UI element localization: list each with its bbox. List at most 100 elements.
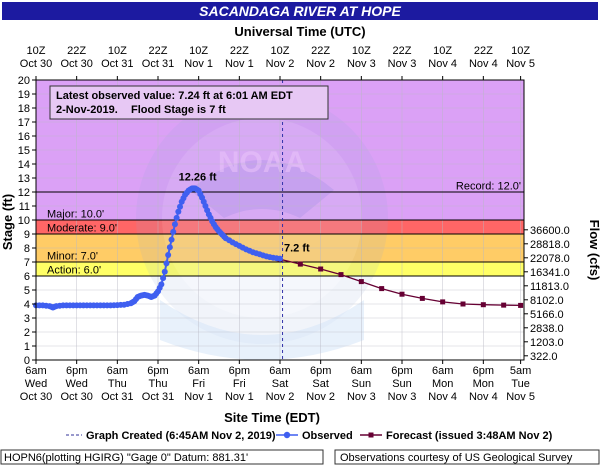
legend: Graph Created (6:45AM Nov 2, 2019) Obser… bbox=[66, 430, 553, 442]
utc-tick-label: 10Z bbox=[27, 45, 46, 57]
forecast-point bbox=[480, 302, 486, 308]
flow-tick-label: 16341.0 bbox=[530, 267, 570, 279]
forecast-point bbox=[419, 295, 425, 301]
time-tick-label: Nov 1 bbox=[184, 391, 213, 403]
time-tick-label: 6am bbox=[25, 365, 46, 377]
threshold-label-major: Major: 10.0' bbox=[47, 209, 104, 221]
time-tick-label: Sat bbox=[312, 378, 329, 390]
observed-point bbox=[175, 208, 182, 215]
stage-tick-label: 4 bbox=[24, 299, 30, 311]
observations-credit: Observations courtesy of US Geological S… bbox=[340, 452, 573, 464]
forecast-point bbox=[338, 272, 344, 278]
time-tick-label: Nov 3 bbox=[347, 391, 376, 403]
flood-stage-note: Flood Stage is 7 ft bbox=[131, 104, 226, 116]
stage-tick-label: 16 bbox=[18, 131, 30, 143]
stage-tick-label: 18 bbox=[18, 103, 30, 115]
observed-point bbox=[177, 203, 184, 210]
stage-tick-label: 11 bbox=[19, 201, 30, 213]
time-tick-label: Sun bbox=[392, 378, 412, 390]
utc-tick-label: 22Z bbox=[67, 45, 86, 57]
flow-tick-label: 1203.0 bbox=[530, 337, 564, 349]
utc-tick-date: Nov 4 bbox=[428, 58, 457, 70]
utc-tick-date: Nov 2 bbox=[266, 58, 295, 70]
utc-tick-date: Nov 2 bbox=[306, 58, 335, 70]
time-tick-label: Nov 2 bbox=[266, 391, 295, 403]
forecast-point bbox=[297, 261, 303, 267]
top-axis-title: Universal Time (UTC) bbox=[234, 24, 365, 39]
latest-value-label: 7.2 ft bbox=[284, 243, 310, 255]
utc-tick-date: Oct 31 bbox=[101, 58, 133, 70]
utc-tick-label: 10Z bbox=[511, 45, 530, 57]
observed-point bbox=[170, 228, 177, 235]
time-tick-label: 6pm bbox=[473, 365, 494, 377]
time-tick-label: Oct 30 bbox=[60, 391, 92, 403]
stage-tick-label: 6 bbox=[24, 271, 30, 283]
threshold-label-record: Record: 12.0' bbox=[456, 181, 521, 193]
observed-point bbox=[168, 236, 175, 243]
utc-tick-label: 22Z bbox=[149, 45, 168, 57]
observed-point bbox=[161, 268, 168, 275]
time-tick-label: Nov 4 bbox=[469, 391, 498, 403]
footer: HOPN6(plotting HGIRG) "Gage 0" Datum: 88… bbox=[0, 449, 600, 465]
flow-axis: 322.0 1203.0 2838.0 5166.0 8102.0 11813.0 1634… bbox=[524, 225, 570, 363]
observed-point bbox=[277, 255, 283, 262]
stage-tick-label: 3 bbox=[24, 313, 30, 325]
forecast-point bbox=[358, 279, 364, 285]
flow-tick-label: 2838.0 bbox=[530, 323, 564, 335]
stage-tick-label: 14 bbox=[18, 159, 30, 171]
stage-tick-label: 1 bbox=[24, 341, 30, 353]
utc-tick-date: Nov 5 bbox=[506, 58, 535, 70]
time-tick-label: 6pm bbox=[66, 365, 87, 377]
utc-tick-label: 10Z bbox=[108, 45, 127, 57]
time-tick-label: Thu bbox=[149, 378, 168, 390]
stage-tick-label: 8 bbox=[24, 243, 30, 255]
forecast-point bbox=[501, 302, 507, 308]
threshold-label-action: Action: 6.0' bbox=[47, 265, 101, 277]
time-tick-label: Oct 30 bbox=[20, 391, 52, 403]
legend-forecast-marker bbox=[368, 432, 374, 438]
time-tick-label: 6pm bbox=[147, 365, 168, 377]
flow-axis-title: Flow (cfs) bbox=[587, 220, 600, 281]
time-tick-label: Nov 1 bbox=[225, 391, 254, 403]
time-tick-label: Mon bbox=[432, 378, 453, 390]
peak-value-label: 12.26 ft bbox=[179, 171, 217, 183]
utc-tick-date: Oct 30 bbox=[20, 58, 52, 70]
flow-tick-label: 8102.0 bbox=[530, 295, 564, 307]
forecast-point bbox=[518, 302, 524, 308]
time-tick-label: Nov 3 bbox=[388, 391, 417, 403]
observed-point bbox=[166, 244, 173, 251]
svg-text:NOAA: NOAA bbox=[218, 146, 306, 179]
flow-tick-label: 28818.0 bbox=[530, 239, 570, 251]
latest-value-box: Latest observed value: 7.24 ft at 6:01 A… bbox=[49, 85, 329, 120]
time-tick-label: Sun bbox=[352, 378, 372, 390]
utc-tick-date: Nov 3 bbox=[347, 58, 376, 70]
time-tick-label: 5am bbox=[510, 365, 531, 377]
time-tick-label: 6pm bbox=[229, 365, 250, 377]
flow-tick-label: 11813.0 bbox=[530, 281, 569, 293]
utc-tick-label: 22Z bbox=[230, 45, 249, 57]
stage-tick-label: 0 bbox=[24, 355, 30, 367]
flow-tick-label: 22078.0 bbox=[530, 253, 570, 265]
utc-tick-label: 10Z bbox=[352, 45, 371, 57]
flow-tick-label: 36600.0 bbox=[530, 225, 570, 237]
stage-tick-label: 13 bbox=[18, 173, 30, 185]
forecast-point bbox=[399, 291, 405, 297]
stage-tick-label: 9 bbox=[24, 229, 30, 241]
time-tick-label: Mon bbox=[473, 378, 494, 390]
time-tick-label: Fri bbox=[192, 378, 205, 390]
observed-point bbox=[158, 281, 165, 288]
observed-point bbox=[160, 275, 167, 282]
noaa-watermark-logo: NOAA bbox=[136, 92, 388, 360]
forecast-point bbox=[440, 299, 446, 305]
flood-thresholds: Record: 12.0' Major: 10.0' Moderate: 9.0' M… bbox=[36, 181, 524, 277]
title-bar bbox=[2, 2, 598, 20]
site-time-axis-title: Site Time (EDT) bbox=[224, 410, 320, 425]
time-tick-label: 6am bbox=[188, 365, 209, 377]
utc-tick-date: Oct 30 bbox=[60, 58, 92, 70]
stage-tick-label: 20 bbox=[18, 75, 30, 87]
flow-tick-label: 5166.0 bbox=[530, 309, 564, 321]
utc-tick-label: 10Z bbox=[433, 45, 452, 57]
